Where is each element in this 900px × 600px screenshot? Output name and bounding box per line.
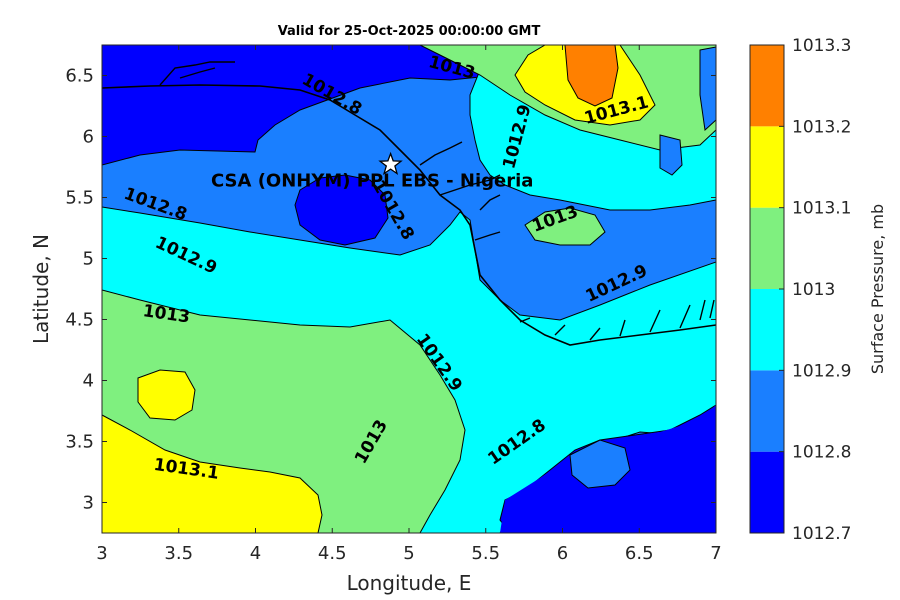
station-label: CSA (ONHYM) PPL EBS - Nigeria xyxy=(211,171,533,192)
band-1012-7-blob xyxy=(294,174,389,246)
station-marker: CSA (ONHYM) PPL EBS - Nigeria xyxy=(211,151,533,192)
x-tick-label: 5 xyxy=(403,543,414,564)
colorbar-tick-label: 1013.3 xyxy=(792,36,851,56)
x-tick-label: 7 xyxy=(710,543,721,564)
band-1012-8-east-blob2 xyxy=(659,134,683,176)
x-tick-label: 5.5 xyxy=(471,543,500,564)
band-1013-1-southwest xyxy=(102,414,323,533)
x-tick-label: 6.5 xyxy=(625,543,654,564)
y-tick-label: 6 xyxy=(83,127,94,148)
colorbar-tick-label: 1013 xyxy=(792,280,835,300)
station-star-icon xyxy=(378,151,403,176)
colorbar-segment xyxy=(750,126,784,208)
x-tick-label: 4 xyxy=(250,543,261,564)
band-1013-small xyxy=(524,207,606,246)
colorbar-segment xyxy=(750,289,784,371)
x-tick-label: 6 xyxy=(557,543,568,564)
colorbar-tick-label: 1013.2 xyxy=(792,117,851,137)
y-tick-label: 4 xyxy=(83,371,94,392)
colorbar-segment xyxy=(750,45,784,127)
chart-title: Valid for 25-Oct-2025 00:00:00 GMT xyxy=(277,24,541,39)
y-axis-label: Latitude, N xyxy=(29,234,53,344)
x-tick-label: 3 xyxy=(96,543,107,564)
colorbar-tick-label: 1012.7 xyxy=(792,524,851,544)
band-1012-8-east-blob xyxy=(699,46,716,132)
colorbar-segment xyxy=(750,207,784,289)
colorbar-tick-label: 1012.8 xyxy=(792,443,851,463)
colorbar-label: Surface Pressure, mb xyxy=(868,204,887,374)
colorbar: 1012.7 1012.8 1012.9 1013 1013.1 1013.2 1013.3 xyxy=(749,36,851,544)
coastline xyxy=(102,84,716,346)
y-tick-label: 6.5 xyxy=(65,66,94,87)
x-axis-label: Longitude, E xyxy=(347,571,472,595)
y-tick-label: 4.5 xyxy=(65,310,94,331)
band-1013-1-blob xyxy=(137,369,196,421)
x-tick-label: 4.5 xyxy=(318,543,347,564)
band-1013-2-northeast xyxy=(564,45,619,107)
y-tick-label: 5 xyxy=(83,249,94,270)
axis-ticks: 3 3.5 4 4.5 5 5.5 6 6.5 7 3 3.5 4 4.5 5 5.5 6 6.5 xyxy=(65,45,722,564)
coast-branch-north xyxy=(159,61,235,86)
colorbar-tick-label: 1012.9 xyxy=(792,361,851,381)
colorbar-segment xyxy=(750,370,784,452)
x-tick-label: 3.5 xyxy=(164,543,193,564)
y-tick-label: 5.5 xyxy=(65,188,94,209)
contour-fill-layer xyxy=(102,45,716,533)
y-tick-label: 3 xyxy=(83,493,94,514)
y-tick-label: 3.5 xyxy=(65,432,94,453)
colorbar-tick-label: 1013.1 xyxy=(792,199,851,219)
colorbar-segment xyxy=(750,451,784,533)
band-1012-7-southeast-inner xyxy=(500,265,716,533)
band-1012-8-se-blob xyxy=(569,439,631,489)
coast-niger-delta xyxy=(419,141,715,341)
